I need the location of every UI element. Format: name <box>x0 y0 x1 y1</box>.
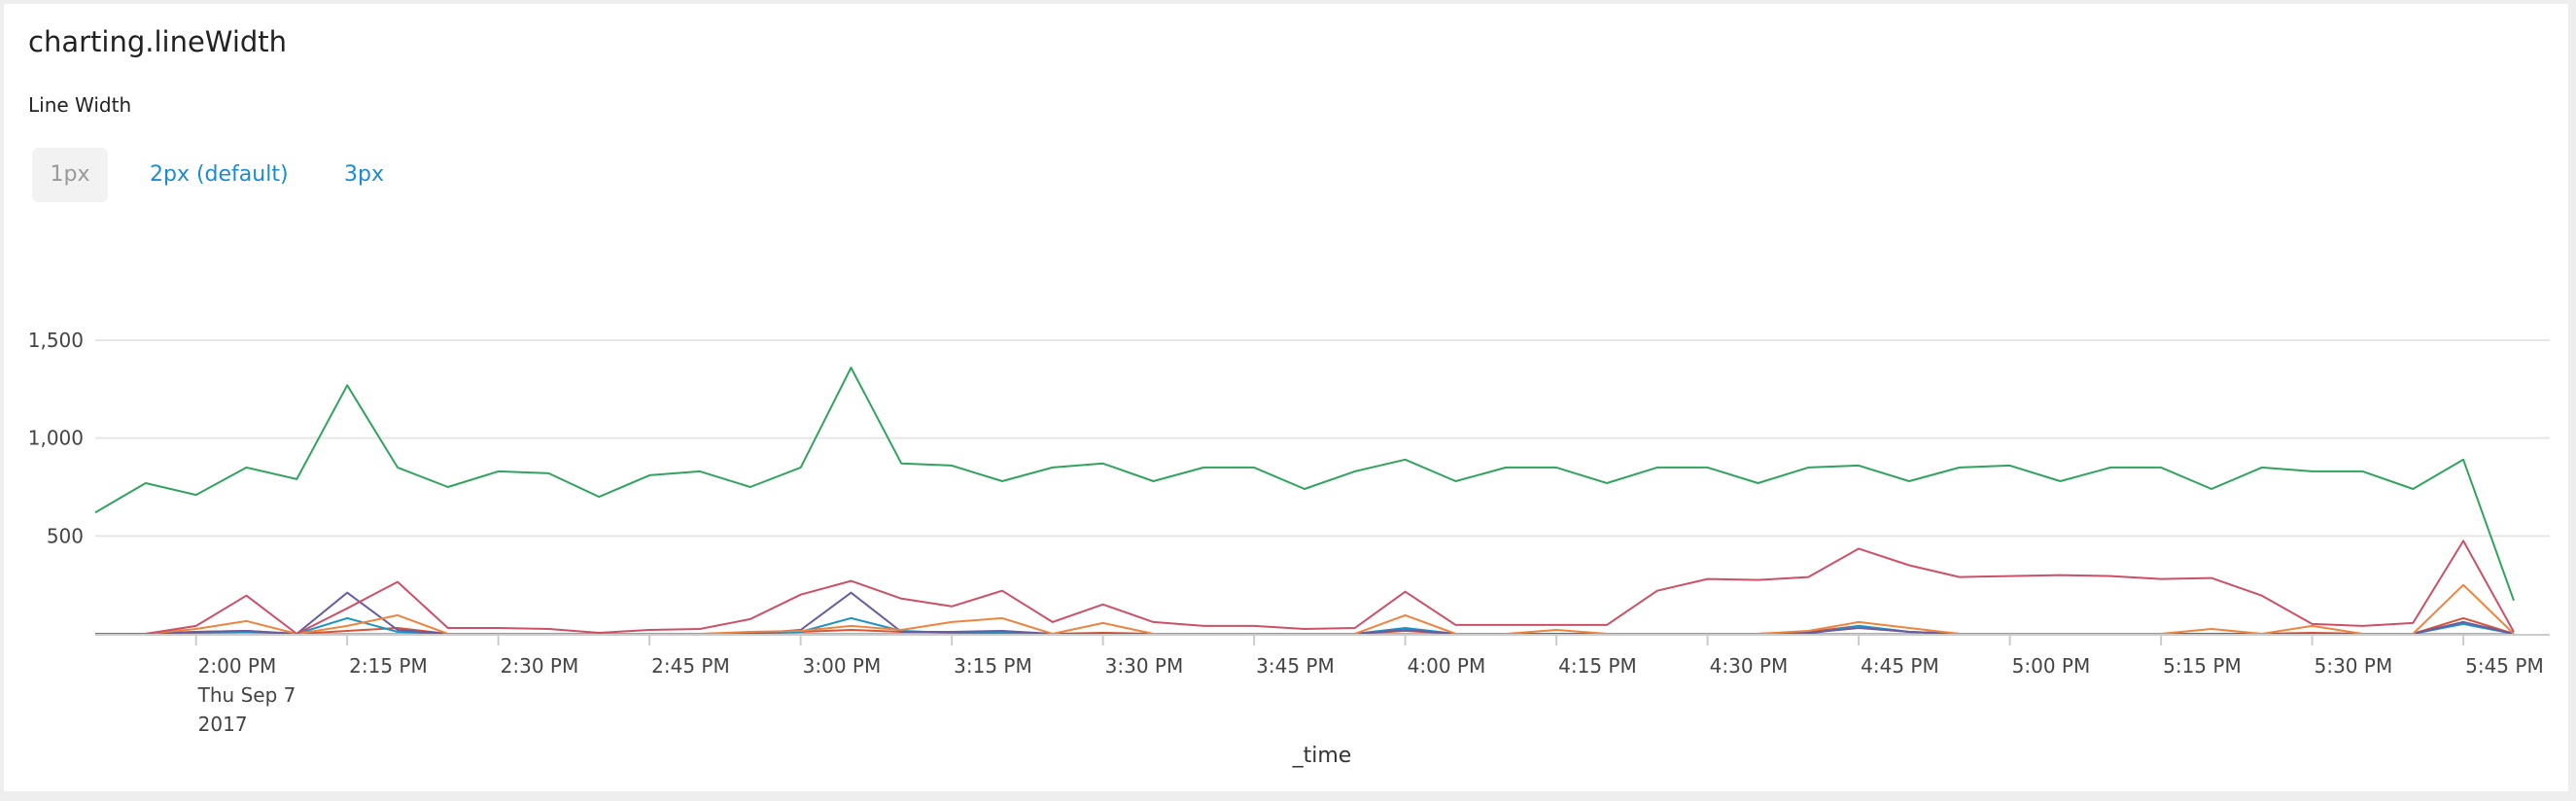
x-tick-label: 5:00 PM <box>2012 654 2091 678</box>
x-tick-label: 4:45 PM <box>1861 654 1939 678</box>
x-tick-label: 4:15 PM <box>1558 654 1637 678</box>
x-tick-label: 3:15 PM <box>954 654 1032 678</box>
x-tick-label: 5:45 PM <box>2465 654 2544 678</box>
series-line-0[interactable] <box>94 366 2515 602</box>
x-tick-label: 3:45 PM <box>1256 654 1335 678</box>
line-width-option-2px[interactable]: 2px (default) <box>150 162 289 187</box>
y-tick-label: 500 <box>47 524 84 547</box>
series-line-2[interactable] <box>95 583 2515 635</box>
series-line-4[interactable] <box>95 616 2515 635</box>
line-width-option-3px[interactable]: 3px <box>344 162 384 187</box>
x-tick-label: 4:00 PM <box>1408 654 1486 678</box>
x-tick-label: 5:30 PM <box>2315 654 2393 678</box>
y-tick-label: 1,000 <box>28 427 84 450</box>
x-tick-label: 2:45 PM <box>651 654 730 678</box>
x-tick-date-label: 2017 <box>198 713 248 736</box>
x-tick-label: 4:30 PM <box>1710 654 1789 678</box>
x-tick-date-label: Thu Sep 7 <box>197 683 296 707</box>
y-tick-label: 1,500 <box>28 329 84 352</box>
panel: charting.lineWidth Line Width 1px 2px (d… <box>4 4 2568 791</box>
series-line-1[interactable] <box>95 540 2515 635</box>
x-tick-label: 2:15 PM <box>349 654 428 678</box>
x-tick-label: 3:30 PM <box>1105 654 1184 678</box>
x-tick-label: 2:00 PM <box>198 654 277 678</box>
x-axis-title: _time <box>1292 744 1352 768</box>
page-title: charting.lineWidth <box>28 25 288 58</box>
series-line-5[interactable] <box>95 616 2515 635</box>
x-tick-label: 5:15 PM <box>2163 654 2242 678</box>
line-width-option-1px[interactable]: 1px <box>32 148 108 202</box>
line-width-label: Line Width <box>28 93 132 117</box>
x-tick-label: 2:30 PM <box>501 654 579 678</box>
x-tick-label: 3:00 PM <box>803 654 882 678</box>
